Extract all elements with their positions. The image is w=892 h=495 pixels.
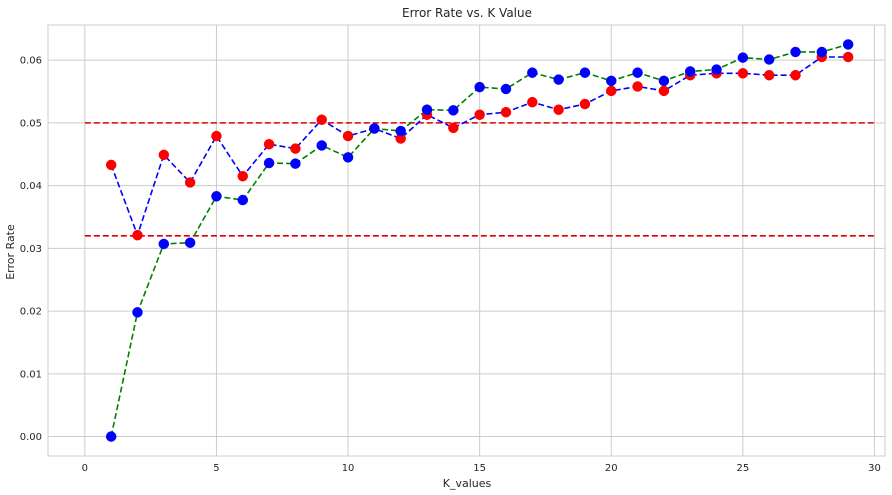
data-point [500,83,512,95]
data-point [658,85,670,97]
x-tick-label: 10 [342,463,355,474]
data-point [579,98,591,110]
plot-frame [47,24,886,457]
data-point [158,238,170,250]
y-axis-label: Error Rate [4,224,17,280]
data-point [684,66,696,77]
data-point [553,74,564,85]
threshold-lines [84,122,875,237]
data-point [184,237,196,248]
y-tick-label: 0.05 [20,118,42,129]
data-point [105,159,117,171]
data-point [342,152,354,163]
data-point [790,46,801,58]
data-point [448,105,459,116]
data-point [553,104,564,115]
data-point [290,143,301,154]
data-point [132,229,143,241]
y-tick-label: 0.00 [20,432,42,443]
y-tick-label: 0.03 [20,244,42,255]
x-tick-label: 15 [473,463,486,474]
data-point [263,157,275,169]
data-point [448,122,459,134]
y-tick-label: 0.01 [20,369,42,380]
data-point [316,114,327,125]
data-point [395,125,406,137]
data-point [632,67,643,78]
x-tick-label: 30 [868,463,881,474]
y-tick-label: 0.02 [20,307,42,318]
x-tick-label: 5 [213,463,219,474]
data-point [369,123,380,134]
data-point [658,75,670,87]
data-point [527,96,538,108]
chart-title: Error Rate vs. K Value [402,6,532,20]
data-point [763,69,775,81]
data-point [842,51,854,63]
data-point [606,85,617,97]
data-point [842,39,854,50]
data-point [763,54,775,65]
data-point [316,140,327,151]
data-point [290,158,301,169]
x-tick-label: 20 [605,463,618,474]
data-point [263,138,275,150]
data-point [527,67,538,78]
tick-labels: 0 5 10 15 20 25 30 0.00 0.01 0.02 0.03 0.04 0.05 0.06 [20,56,881,474]
data-point [579,67,591,78]
data-point [474,109,485,120]
data-point [132,307,143,318]
data-point [790,69,801,81]
data-point [474,81,485,93]
y-tick-label: 0.06 [20,56,42,67]
grid-lines [48,25,885,456]
series-2-markers [105,39,854,442]
series-layer [105,39,854,442]
x-tick-label: 0 [82,463,88,474]
data-point [421,104,433,115]
data-point [606,75,617,87]
data-point [105,431,117,442]
data-point [237,194,249,206]
data-point [211,130,222,142]
data-point [158,149,170,161]
data-point [816,46,828,58]
y-tick-label: 0.04 [20,181,42,192]
data-point [500,106,512,118]
x-tick-label: 25 [737,463,750,474]
data-point [342,130,354,142]
data-point [237,170,249,182]
data-point [737,68,749,79]
data-point [737,52,749,63]
data-point [184,177,196,188]
x-axis-label: K_values [443,477,492,490]
data-point [632,81,643,92]
data-point [211,191,222,202]
data-point [711,64,722,75]
